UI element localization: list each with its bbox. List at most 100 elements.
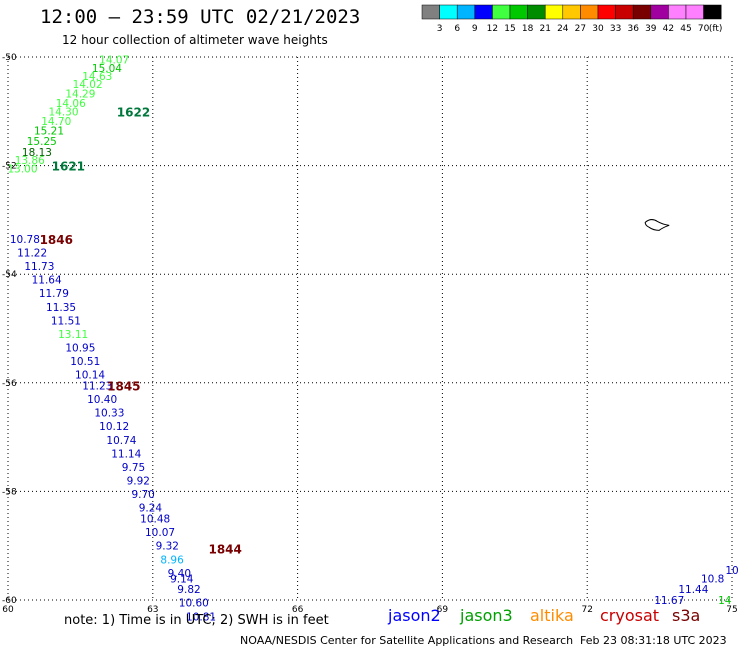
page-title: 12:00 – 23:59 UTC 02/21/2023 [40, 6, 361, 28]
pass-time-label: 1845 [107, 380, 140, 394]
lat-tick-label: -60 [2, 596, 17, 606]
island-outline [644, 219, 670, 231]
lat-tick-label: -56 [2, 379, 17, 389]
wave-height-value: 14.02 [73, 79, 103, 91]
lon-tick-label: 66 [292, 605, 304, 615]
color-scale-label: 24 [557, 24, 569, 34]
color-swatch [650, 4, 669, 20]
color-swatch [421, 4, 440, 20]
wave-height-value: 10.8 [701, 573, 724, 585]
pass-time-label: 1844 [208, 542, 241, 556]
color-scale-label: 70 [698, 24, 710, 34]
color-scale-label: 9 [472, 24, 478, 34]
mission-s3a: s3a [672, 606, 701, 625]
color-swatch [509, 4, 528, 20]
wave-height-value: 10.12 [99, 421, 129, 433]
wave-height-value: 10.14 [75, 370, 105, 382]
wave-height-value: 11.51 [51, 315, 81, 327]
wave-height-value: 10.74 [106, 435, 136, 447]
color-swatch [615, 4, 634, 20]
color-scale-bar: 3 6 9 12 15 18 21 24 27 30 33 36 39 42 45 70 (ft) [421, 4, 723, 34]
color-scale-label: 27 [575, 24, 586, 34]
wave-height-value: 14.30 [48, 106, 78, 118]
color-scale-label: 45 [680, 24, 691, 34]
wave-height-value: 10.78 [10, 234, 40, 246]
mission-jason3: jason3 [460, 606, 513, 625]
color-swatch [685, 4, 704, 20]
color-swatch [492, 4, 511, 20]
wave-height-value: 11.22 [17, 247, 47, 259]
wave-height-value: 9.24 [139, 503, 163, 515]
color-swatch [474, 4, 493, 20]
wave-height-value: 9.14 [170, 573, 194, 585]
wave-height-value: 10.33 [94, 408, 124, 420]
color-swatch [562, 4, 581, 20]
wave-height-value: 9.75 [122, 462, 145, 474]
color-swatch [456, 4, 476, 20]
mission-cryosat: cryosat [600, 606, 660, 625]
color-swatch [527, 4, 546, 20]
color-scale-label: 15 [504, 24, 515, 34]
wave-height-value: 9.32 [156, 541, 179, 553]
color-swatch [580, 4, 599, 20]
lat-tick-label: -54 [2, 270, 17, 280]
wave-height-value: 10.95 [65, 343, 95, 355]
lat-tick-label: -52 [2, 162, 17, 172]
wave-height-value: 14 [718, 595, 732, 607]
color-swatch [668, 4, 687, 20]
color-swatch [439, 4, 458, 20]
wave-height-value: 9.82 [177, 584, 200, 596]
color-scale-label: 18 [522, 24, 534, 34]
wave-height-value: 18.13 [22, 147, 52, 159]
color-swatch [632, 4, 652, 20]
color-scale-label: 36 [627, 24, 639, 34]
lon-tick-label: 69 [437, 605, 449, 615]
wave-height-value: 10.48 [140, 514, 170, 526]
wave-height-value: 11.14 [111, 448, 141, 460]
wave-height-value: 10.07 [145, 527, 175, 539]
wave-height-value: 10 [725, 565, 738, 577]
wave-height-value: 14.70 [41, 116, 71, 128]
color-scale-label: 42 [663, 24, 674, 34]
pass-time-label: 1621 [52, 160, 85, 174]
wave-height-value: 9.70 [131, 489, 154, 501]
wave-height-value: 11.44 [678, 584, 708, 596]
mission-altika: altika [530, 606, 574, 625]
wave-height-value: 10.60 [179, 598, 209, 610]
pass-time-label: 1846 [40, 233, 73, 247]
wave-height-value: 10.81 [186, 611, 216, 623]
color-scale-label: 33 [610, 24, 621, 34]
wave-height-value: 11.64 [32, 275, 62, 287]
pass-time-label: 1622 [117, 105, 150, 119]
wave-height-value: 13.86 [15, 155, 45, 167]
wave-height-value: 15.25 [27, 136, 57, 148]
color-scale-label: 12 [487, 24, 498, 34]
color-swatch [544, 4, 564, 20]
wave-height-value: 11.23 [82, 381, 112, 393]
wave-height-value: 9.40 [168, 568, 191, 580]
color-swatch [703, 4, 722, 20]
lon-tick-label: 75 [726, 605, 737, 615]
mission-jason2: jason2 [388, 606, 441, 625]
wave-height-value: 8.96 [160, 554, 184, 566]
wave-height-value: 15.21 [34, 125, 64, 137]
color-scale-label: 39 [645, 24, 657, 34]
lon-tick-label: 72 [581, 605, 592, 615]
wave-height-value: 14.29 [65, 88, 95, 100]
lat-tick-label: -58 [2, 487, 17, 497]
wave-height-value: 10.51 [70, 356, 100, 368]
footnote: note: 1) Time is in UTC; 2) SWH is in fe… [64, 613, 329, 628]
wave-height-value: 9.92 [127, 476, 150, 488]
color-scale-unit: (ft) [709, 24, 723, 34]
wave-height-value: 11.79 [39, 288, 69, 300]
wave-height-value: 14.07 [99, 55, 129, 67]
timestamp-text: Feb 23 08:31:18 UTC 2023 [580, 634, 727, 647]
wave-height-value: 13.00 [7, 163, 37, 175]
color-scale-label: 3 [437, 24, 443, 34]
credit-text: NOAA/NESDIS Center for Satellite Applica… [240, 634, 574, 647]
wave-height-value: 13.11 [58, 329, 88, 341]
wave-height-value: 11.35 [46, 302, 76, 314]
wave-height-value: 11.73 [24, 261, 54, 273]
lon-tick-label: 63 [147, 605, 158, 615]
